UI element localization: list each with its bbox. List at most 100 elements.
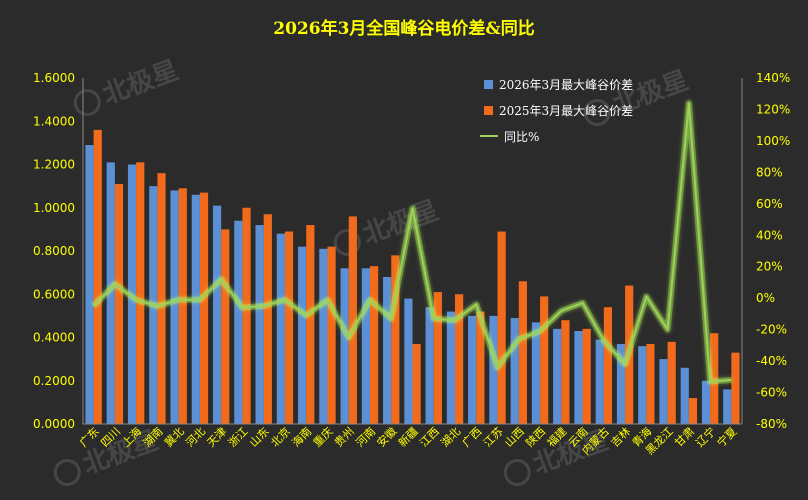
right-tick-label: 140% <box>756 71 790 85</box>
right-tick-label: 0% <box>756 291 775 305</box>
bar-2025 <box>603 307 613 424</box>
bar-2026 <box>638 346 647 424</box>
x-tick-label: 江西 <box>417 425 442 450</box>
bar-2025 <box>157 173 166 424</box>
bar-2025 <box>540 296 549 424</box>
bar-2026 <box>298 246 307 424</box>
chart-title: 2026年3月全国峰谷电价差&同比 <box>273 18 535 39</box>
right-tick-label: 120% <box>756 102 790 116</box>
left-tick-label: 1.4000 <box>33 114 75 128</box>
bar-2025 <box>518 281 527 424</box>
bar-2026 <box>276 233 285 424</box>
right-tick-label: 80% <box>756 165 783 179</box>
bar-2026 <box>680 367 689 424</box>
x-tick-label: 湖北 <box>438 425 463 450</box>
bar-2025 <box>391 255 400 424</box>
bar-2025 <box>199 192 209 424</box>
watermark: 北极星 <box>333 196 443 256</box>
bar-2025 <box>284 231 294 424</box>
bar-2026 <box>255 225 264 424</box>
right-tick-label: 20% <box>756 260 783 274</box>
bar-2026 <box>234 220 243 424</box>
x-tick-label: 河北 <box>183 425 208 450</box>
bar-2026 <box>468 315 477 424</box>
bar-2025 <box>433 292 442 424</box>
bar-2025 <box>114 183 124 424</box>
yoy-line-series <box>91 100 732 385</box>
left-axis: 0.0000 0.2000 0.4000 0.6000 0.8000 1.0000 1.20… <box>33 71 84 431</box>
x-tick-label: 河南 <box>353 425 378 450</box>
bar-series <box>85 129 740 424</box>
svg-text:北极星: 北极星 <box>99 56 183 111</box>
x-axis: 广东四川上海湖南冀北河北天津浙江山东北京海南重庆贵州河南安徽新疆江西湖北广西江苏… <box>77 423 742 457</box>
bar-2025 <box>455 294 464 424</box>
x-tick-label: 广西 <box>460 425 485 450</box>
right-tick-label: 60% <box>756 197 783 211</box>
bar-2026 <box>574 331 583 424</box>
watermark: 北极星 <box>73 56 183 116</box>
bar-2026 <box>701 380 711 424</box>
bar-2026 <box>531 322 541 424</box>
bar-2026 <box>425 307 434 424</box>
bar-2026 <box>446 311 456 424</box>
bar-2026 <box>191 194 200 424</box>
right-tick-label: -20% <box>756 323 787 337</box>
x-tick-label: 吉林 <box>608 424 633 449</box>
bar-2025 <box>582 328 591 424</box>
bar-2025 <box>476 311 485 424</box>
bar-2026 <box>553 328 562 424</box>
x-tick-label: 冀北 <box>161 424 186 449</box>
right-axis: -80% -60% -40% -20% 0% 20% 40% 60% 80% 100% 120% 14… <box>741 71 790 431</box>
right-tick-label: -80% <box>756 417 787 431</box>
bar-2026 <box>85 145 94 424</box>
bar-2026 <box>361 268 370 424</box>
bar-2026 <box>659 359 668 424</box>
bar-2025 <box>306 225 315 424</box>
bar-2025 <box>646 343 655 424</box>
bar-2025 <box>178 188 187 424</box>
bar-2025 <box>263 214 272 424</box>
yoy-line <box>92 102 732 383</box>
yoy-line-glow <box>91 100 732 385</box>
right-tick-label: -60% <box>756 386 787 400</box>
bar-2025 <box>327 246 336 424</box>
right-tick-label: -40% <box>756 354 787 368</box>
x-tick-label: 辽宁 <box>693 424 718 449</box>
bar-2025 <box>348 216 357 424</box>
x-tick-label: 山西 <box>502 425 527 450</box>
bar-2026 <box>404 298 413 424</box>
bar-2025 <box>561 320 570 424</box>
left-tick-label: 0.6000 <box>33 287 75 301</box>
bar-2026 <box>106 162 115 424</box>
legend-swatch-2026 <box>484 80 493 89</box>
left-tick-label: 1.0000 <box>33 201 75 215</box>
x-tick-label: 贵州 <box>332 425 357 450</box>
bar-2026 <box>340 268 349 424</box>
x-tick-label: 山东 <box>247 425 272 450</box>
x-tick-label: 北京 <box>268 424 293 449</box>
left-tick-label: 0.4000 <box>33 331 75 345</box>
x-tick-label: 天津 <box>205 425 230 450</box>
left-tick-label: 1.6000 <box>33 71 75 85</box>
x-tick-label: 浙江 <box>226 425 251 450</box>
x-tick-label: 宁夏 <box>714 424 739 449</box>
bar-2025 <box>93 129 102 424</box>
bar-2025 <box>412 343 421 424</box>
left-tick-label: 0.8000 <box>33 244 75 258</box>
left-tick-label: 0.2000 <box>33 374 75 388</box>
legend-swatch-2025 <box>484 106 493 115</box>
x-tick-label: 甘肃 <box>672 425 697 450</box>
bar-2025 <box>136 162 145 424</box>
bar-2025 <box>667 341 676 424</box>
x-tick-label: 海南 <box>289 424 314 449</box>
bar-2026 <box>212 205 222 424</box>
right-tick-label: 100% <box>756 134 790 148</box>
bar-2026 <box>723 389 732 424</box>
bar-2026 <box>170 190 179 424</box>
bar-2026 <box>616 343 626 424</box>
bar-2026 <box>510 318 519 424</box>
bar-2025 <box>369 266 379 424</box>
bar-2025 <box>497 231 506 424</box>
bar-2025 <box>242 207 251 424</box>
bar-2025 <box>221 229 230 424</box>
